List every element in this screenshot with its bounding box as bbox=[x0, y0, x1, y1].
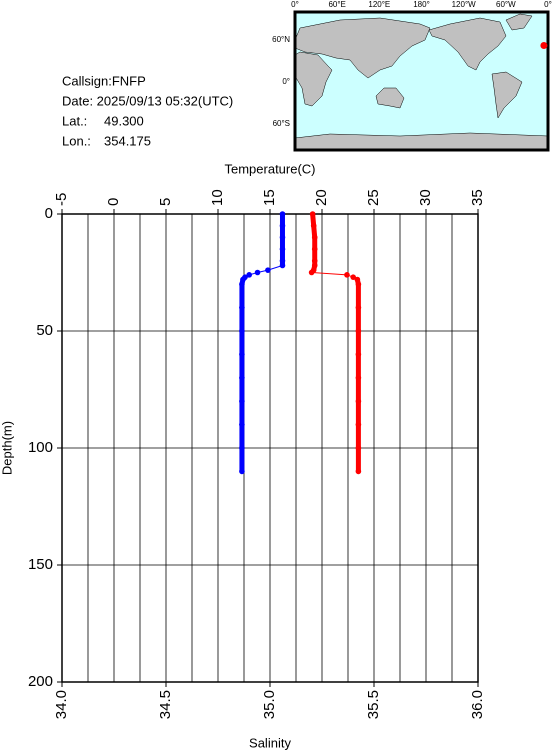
profile-point bbox=[254, 269, 261, 276]
x2-tick-label: 0 bbox=[105, 198, 122, 206]
y-tick-label: 50 bbox=[36, 322, 53, 339]
y-tick-label: 200 bbox=[28, 673, 53, 690]
x2-tick-label: 10 bbox=[209, 189, 226, 206]
date: Date: 2025/09/13 05:32(UTC) bbox=[62, 93, 233, 108]
x-axis-label: Salinity bbox=[249, 735, 291, 750]
profile-point bbox=[246, 272, 252, 278]
profile-thick bbox=[311, 264, 318, 271]
map-lon-label: 0° bbox=[291, 0, 299, 9]
lon: 354.175 bbox=[104, 133, 151, 148]
profile-point bbox=[265, 267, 271, 273]
x2-tick-label: 15 bbox=[261, 189, 278, 206]
x-tick-label: 35.5 bbox=[365, 690, 382, 719]
map bbox=[293, 10, 550, 152]
x2-tick-label: 35 bbox=[469, 189, 486, 206]
profile-thick bbox=[239, 278, 246, 285]
y-tick-label: 150 bbox=[28, 556, 53, 573]
x2-tick-label: 30 bbox=[417, 189, 434, 206]
land bbox=[294, 13, 549, 151]
map-lat-label: 60°S bbox=[273, 119, 290, 128]
map-lon-label: 60°E bbox=[328, 0, 345, 9]
map-lon-label: 0° bbox=[544, 0, 552, 9]
map-frame bbox=[293, 10, 550, 152]
x-tick-label: 35.0 bbox=[261, 690, 278, 719]
profile-line bbox=[310, 213, 359, 472]
callsign: Callsign:FNFP bbox=[62, 73, 146, 88]
profile-point bbox=[344, 272, 350, 278]
x2-tick-label: 20 bbox=[313, 189, 330, 206]
y-tick-label: 0 bbox=[45, 205, 53, 222]
lon-label: Lon.: bbox=[62, 133, 91, 148]
x-tick-label: 36.0 bbox=[469, 690, 486, 719]
profile-line bbox=[241, 214, 283, 472]
map-lon-label: 120°W bbox=[452, 0, 477, 9]
x-tick-label: 34.5 bbox=[157, 690, 174, 719]
map-lon-label: 180° bbox=[413, 0, 430, 9]
y-axis-label: Depth(m) bbox=[0, 421, 14, 475]
map-lon-label: 60°W bbox=[496, 0, 516, 9]
profile-thick bbox=[311, 225, 318, 238]
x2-tick-label: 5 bbox=[157, 198, 174, 206]
y-tick-label: 100 bbox=[28, 439, 53, 456]
lat-label: Lat.: bbox=[62, 113, 87, 128]
map-lon-label: 120°E bbox=[368, 0, 390, 9]
profile-thick bbox=[310, 213, 317, 226]
profile-thick bbox=[354, 278, 361, 285]
x2-axis-label: Temperature(C) bbox=[224, 161, 315, 176]
profile-thick bbox=[241, 275, 247, 282]
x-tick-label: 34.0 bbox=[53, 690, 70, 719]
lat: 49.300 bbox=[104, 113, 144, 128]
profile-point bbox=[350, 274, 357, 280]
profile-thick bbox=[309, 268, 316, 275]
map-lat-label: 60°N bbox=[272, 35, 290, 44]
x2-tick-label: 25 bbox=[365, 189, 382, 206]
x2-tick-label: -5 bbox=[53, 193, 70, 206]
map-lat-label: 0° bbox=[282, 77, 290, 86]
station-marker bbox=[540, 41, 548, 49]
